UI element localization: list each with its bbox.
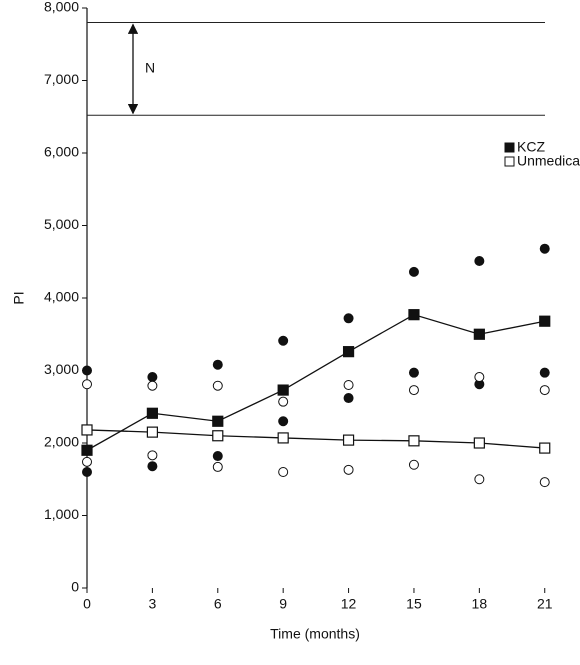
y-tick-label: 8,000 — [44, 0, 79, 15]
x-tick-label: 6 — [214, 596, 222, 612]
data-point — [147, 380, 158, 391]
data-point — [82, 365, 92, 376]
data-point — [278, 396, 289, 407]
x-tick-label: 12 — [341, 596, 357, 612]
legend-label: Unmedicated — [517, 153, 580, 169]
mean-marker — [146, 407, 158, 419]
y-tick-label: 1,000 — [44, 506, 79, 522]
mean-marker — [81, 444, 93, 456]
mean-marker — [342, 346, 355, 358]
mean-marker — [146, 426, 158, 438]
data-point — [212, 380, 223, 391]
legend-marker — [504, 156, 515, 167]
data-point — [212, 359, 223, 370]
data-point — [278, 416, 289, 427]
mean-marker — [539, 442, 551, 454]
y-tick-label: 0 — [71, 579, 79, 595]
mean-marker — [212, 415, 224, 427]
data-point — [343, 380, 354, 390]
data-point — [82, 456, 92, 467]
mean-marker — [539, 315, 551, 327]
legend-label: KCZ — [517, 139, 545, 155]
data-point — [474, 474, 485, 485]
data-point — [474, 372, 485, 383]
data-point — [278, 335, 289, 346]
x-tick-label: 0 — [83, 596, 91, 612]
legend-marker — [504, 142, 515, 153]
data-point — [82, 379, 92, 390]
x-tick-label: 3 — [148, 596, 156, 612]
data-point — [278, 467, 289, 477]
data-point — [82, 467, 92, 477]
data-point — [474, 256, 485, 267]
data-point — [343, 393, 354, 404]
y-tick-label: 2,000 — [44, 434, 79, 450]
mean-marker — [408, 309, 420, 321]
mean-marker — [212, 430, 224, 442]
mean-marker — [342, 434, 355, 446]
data-point — [343, 313, 354, 324]
y-tick-label: 7,000 — [44, 71, 79, 87]
y-axis-label: PI — [11, 291, 27, 304]
data-point — [147, 461, 158, 472]
y-tick-label: 3,000 — [44, 361, 79, 377]
data-point — [147, 372, 158, 383]
x-tick-label: 21 — [537, 596, 553, 612]
x-tick-label: 15 — [406, 596, 422, 612]
mean-marker — [81, 424, 93, 436]
mean-marker — [473, 437, 485, 449]
data-point — [408, 459, 419, 470]
mean-marker — [473, 328, 485, 340]
data-point — [539, 477, 550, 488]
y-tick-label: 4,000 — [44, 289, 79, 305]
data-point — [212, 461, 223, 472]
y-tick-label: 6,000 — [44, 144, 79, 160]
range-label: N — [145, 60, 155, 76]
data-point — [408, 266, 419, 277]
x-axis-label: Time (months) — [270, 626, 360, 642]
data-point — [147, 450, 158, 461]
mean-marker — [408, 435, 420, 447]
data-point — [408, 367, 419, 378]
series-line — [86, 429, 545, 449]
data-point — [539, 367, 550, 378]
series-line — [86, 313, 545, 451]
data-point — [212, 451, 223, 462]
data-point — [539, 385, 550, 396]
mean-marker — [277, 384, 289, 396]
y-tick-label: 5,000 — [44, 216, 79, 232]
x-tick-label: 9 — [279, 596, 287, 612]
data-point — [539, 243, 550, 254]
data-point — [408, 385, 419, 396]
mean-marker — [277, 432, 289, 444]
x-tick-label: 18 — [472, 596, 488, 612]
data-point — [343, 464, 354, 475]
